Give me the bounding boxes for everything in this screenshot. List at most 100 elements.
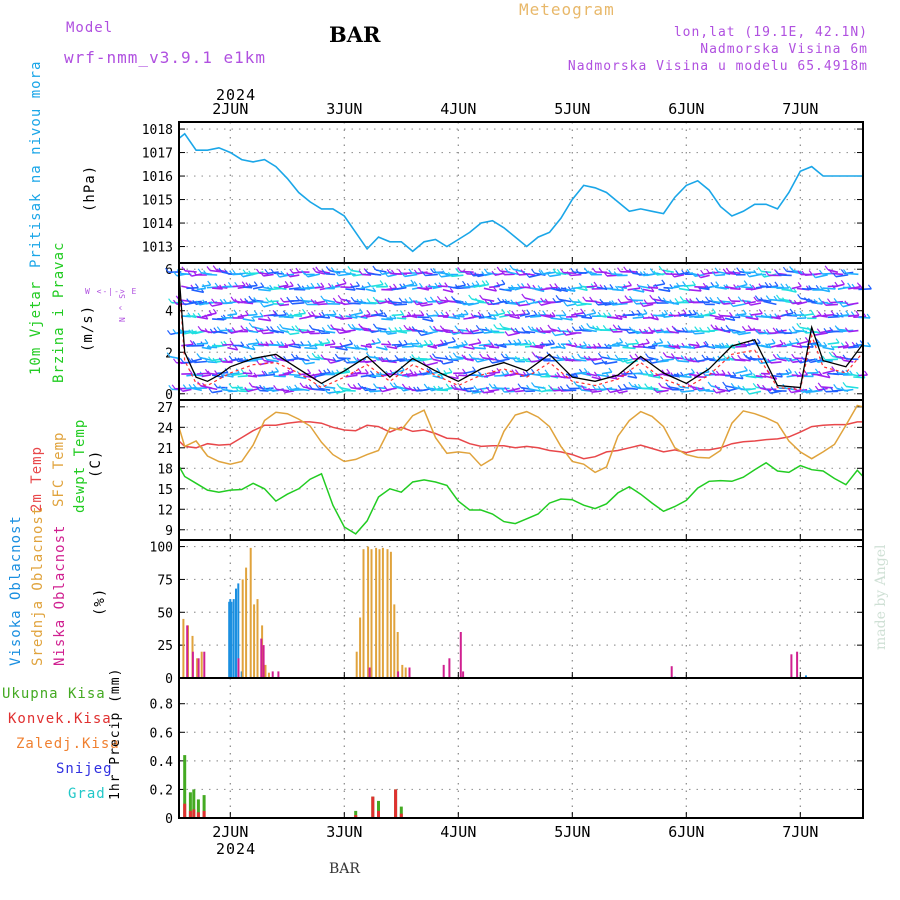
wind-barb-flag [165,267,169,273]
wind-barb-flag [341,327,346,332]
wind-barb [814,332,828,336]
wind-barb [206,312,217,317]
wind-barb-flag [299,382,304,388]
wind-barb [315,271,326,275]
wind-barb-flag [593,281,598,287]
wind-barb-flag [537,285,542,290]
wind-barb-flag [324,388,329,394]
wind-barb-flag [597,352,602,358]
cloud-mid-bar [267,672,270,678]
wind-barb [545,343,555,347]
wind-barb-flag [696,273,701,278]
wind-barb-flag [214,370,219,375]
wind-barb-flag [225,327,229,333]
wind-barb [558,298,572,303]
wind-barb-flag [490,328,495,333]
wind-barb [560,317,573,321]
wind-barb-flag [493,286,497,292]
wind-barb-flag [398,269,402,274]
wind-barb-flag [671,325,676,331]
wind-barb [825,358,838,361]
wind-barb-flag [403,324,408,330]
wind-barb-flag [286,385,291,391]
wind-barb-flag [192,299,197,305]
wind-barb-flag [855,310,860,316]
wind-barb-flag [573,381,578,386]
wind-barb-flag [542,310,547,316]
wind-unit: (m/s) [80,304,96,352]
wind-barb [324,386,336,389]
wind-barb [421,357,433,362]
wind-barb-flag [791,326,796,331]
wind-barb-flag [501,308,506,314]
wind-barb-flag [776,353,781,359]
wind-barb-flag [729,328,734,334]
wind-barb [191,373,204,377]
wind-barb-flag [468,353,473,359]
wind-barb [668,286,680,290]
wind-barb-flag [237,385,241,390]
wind-barb-flag [327,324,331,330]
wind-barb [242,372,253,375]
wind-barb-flag [413,281,418,286]
wind-barb [263,273,274,277]
precipitation-ytick-label: 0.6 [150,726,173,741]
wind-barb-flag [522,356,527,362]
product-title: Meteogram [519,0,615,19]
wind-barb [232,358,243,361]
cloud-low-bar [670,666,673,678]
wind-barb [843,359,854,363]
wind-barb [524,330,536,334]
wind-barb-flag [780,329,785,334]
wind-barb-flag [568,339,572,345]
wind-barb-flag [701,354,706,360]
wind-barb [740,358,751,362]
wind-barb-flag [709,297,714,302]
cloud-low-bar [790,654,793,678]
wind-barb-flag [627,281,632,286]
wind-barb-flag [457,267,462,272]
wind-barb-flag [592,384,596,390]
wind-barb [364,388,377,392]
wind-barb-flag [742,299,746,304]
wind-barb [550,287,562,292]
wind-barb-flag [469,329,474,334]
wind-barb-flag [597,374,602,380]
wind-barb-flag [721,342,726,348]
wind-barb-flag [413,269,418,275]
wind-barb [822,287,836,290]
wind-barb-flag [515,270,520,276]
wind-barb-flag [721,315,726,321]
wind-barb-flag [204,338,209,344]
wind-barb [844,388,854,392]
wind-barb-flag [609,327,614,333]
wind-barb-flag [752,382,757,388]
wind-barb-flag [556,371,561,377]
wind-barb-flag [521,386,526,392]
wind-barb [504,273,515,276]
wind-barb [827,315,840,319]
wind-barb-flag [773,295,778,301]
wind-barb-flag [688,310,693,315]
wind-barb-flag [415,339,420,345]
wind-barb-flag [533,310,538,316]
cloud-mid-bar [196,658,199,678]
wind-barb [724,344,736,349]
wind-barb [460,270,474,273]
wind-barb-flag [782,266,787,272]
wind-barb [182,388,192,393]
wind-barb-flag [290,353,295,359]
wind-barb [242,345,256,351]
wind-barb-flag [836,327,841,332]
wind-barb [463,370,476,375]
wind-barb [288,287,301,290]
wind-barb-flag [689,357,694,362]
wind-barb-flag [380,356,385,362]
wind-barb-flag [270,299,275,305]
wind-barb [222,361,233,364]
wind-barb [693,387,705,391]
wind-barb [700,274,710,279]
wind-barb-flag [597,342,602,348]
wind-barb-flag [429,296,434,302]
wind-barb [375,269,387,273]
